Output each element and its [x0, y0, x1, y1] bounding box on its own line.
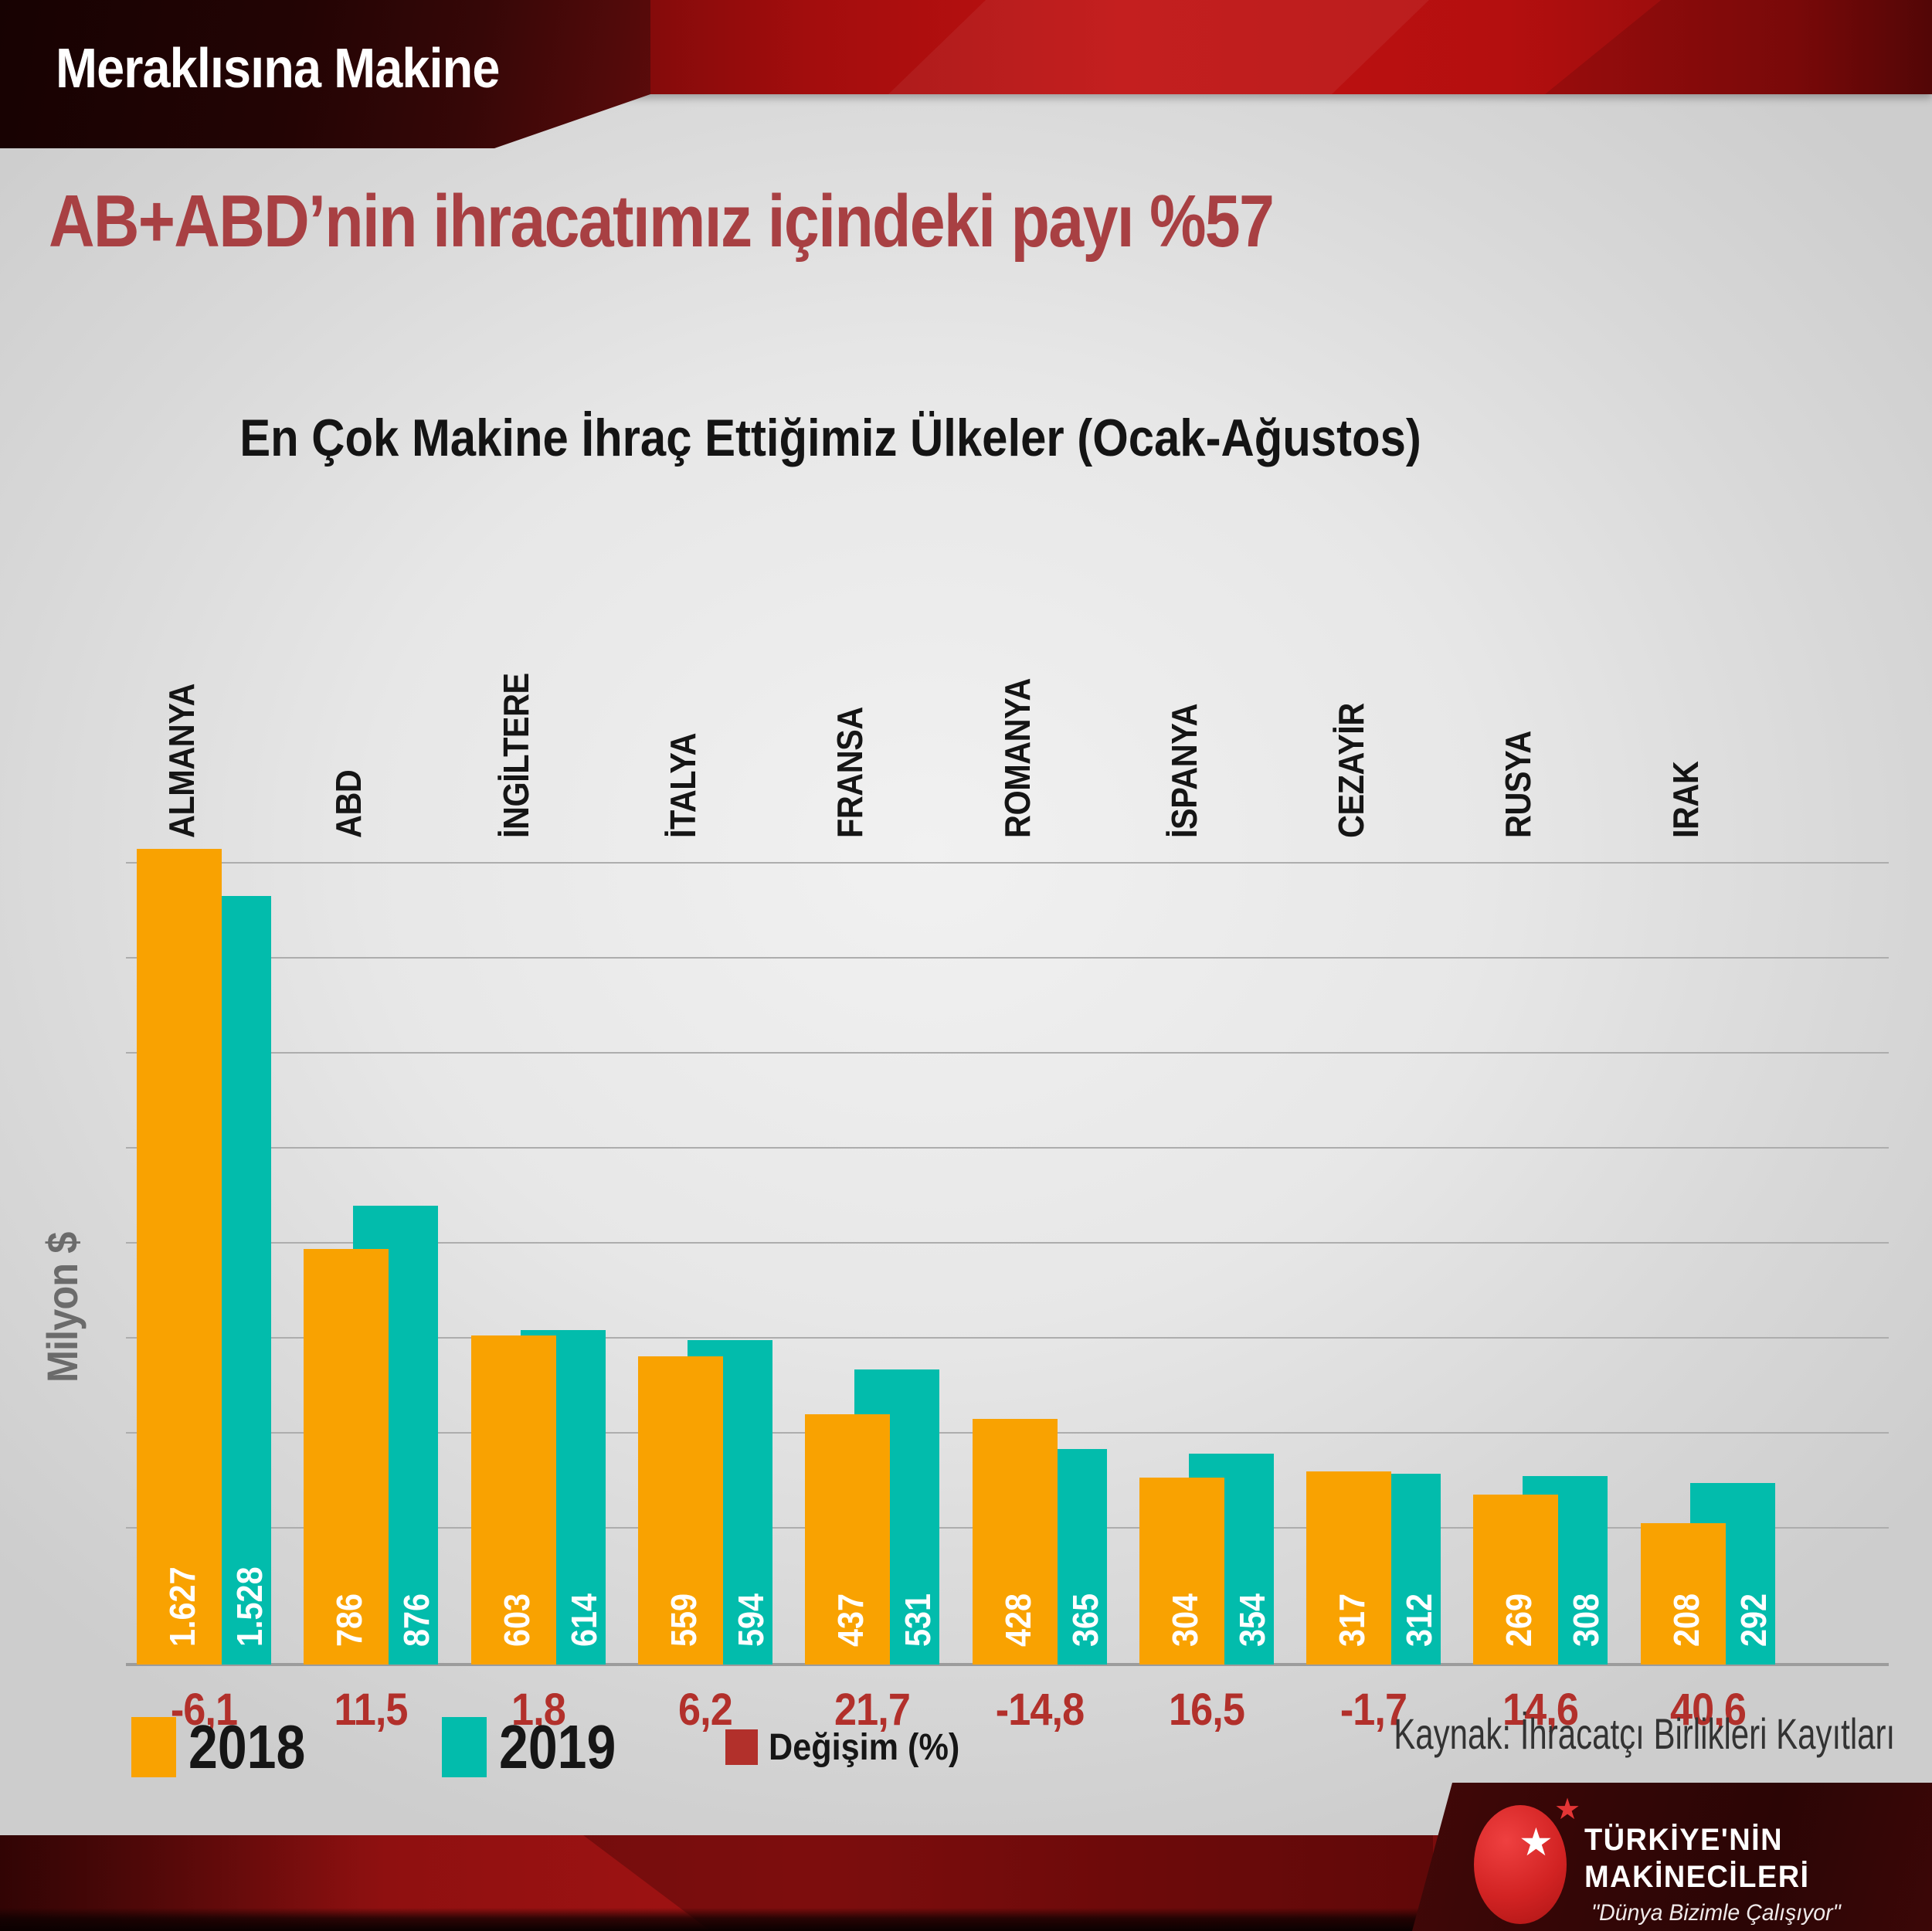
bar-2018-CEZAYİR: [1306, 1471, 1392, 1665]
value-2019-ALMANYA: 1.528: [229, 1566, 270, 1647]
change-percent-FRANSA: 21,7: [834, 1685, 911, 1735]
bar-2018-FRANSA: [805, 1414, 891, 1665]
category-label-İTALYA: İTALYA: [662, 732, 703, 838]
change-percent-İTALYA: 6,2: [677, 1685, 733, 1735]
bar-2018-ALMANYA: [137, 849, 222, 1665]
value-2018-ABD: 786: [329, 1593, 370, 1647]
logo-brand-line2: MAKİNECİLERİ: [1584, 1860, 1810, 1894]
chart-legend: 2018 2019 Değişim (%): [131, 1712, 981, 1781]
gridline-1400: [126, 957, 1889, 959]
change-percent-RUSYA: 14,6: [1502, 1685, 1579, 1735]
bar-2018-IRAK: [1640, 1523, 1726, 1665]
legend-label-change: Değişim (%): [768, 1726, 960, 1768]
change-percent-ROMANYA: -14,8: [995, 1685, 1084, 1735]
legend-label-2019: 2019: [498, 1712, 616, 1781]
gridline-600: [126, 1337, 1889, 1339]
banner-left-block: Meraklısına Makine: [0, 0, 650, 148]
change-percent-ALMANYA: -6,1: [170, 1685, 238, 1735]
banner-facet-shadow: [1545, 0, 1932, 94]
gridline-800: [126, 1242, 1889, 1244]
logo-brand-line1: TÜRKİYE'NİN: [1584, 1823, 1783, 1857]
brand-logo-panel: ★ ★ TÜRKİYE'NİN MAKİNECİLERİ "Dünya Bizi…: [1412, 1783, 1932, 1931]
y-axis-label: Milyon $: [38, 1232, 87, 1383]
x-axis-baseline: [126, 1663, 1889, 1666]
value-2019-İTALYA: 594: [730, 1593, 771, 1647]
category-label-İNGİLTERE: İNGİLTERE: [495, 673, 536, 838]
gridline-1200: [126, 1052, 1889, 1054]
page-title: AB+ABD’nin ihracatımız içindeki payı %57: [49, 180, 1275, 263]
bar-2018-RUSYA: [1473, 1495, 1559, 1665]
value-2018-İSPANYA: 304: [1164, 1593, 1205, 1647]
category-label-ROMANYA: ROMANYA: [997, 678, 1037, 838]
value-2018-İNGİLTERE: 603: [496, 1593, 537, 1647]
logo-tagline: "Dünya Bizimle Çalışıyor": [1591, 1900, 1841, 1926]
source-note: Kaynak: İhracatçı Birlikleri Kayıtları: [1394, 1709, 1895, 1758]
value-2019-ABD: 876: [396, 1593, 437, 1647]
bar-2018-ROMANYA: [972, 1419, 1058, 1665]
bar-2018-İNGİLTERE: [470, 1335, 556, 1665]
value-2019-FRANSA: 531: [898, 1593, 939, 1647]
value-2019-ROMANYA: 365: [1064, 1593, 1105, 1647]
value-2018-RUSYA: 269: [1499, 1593, 1540, 1647]
legend-swatch-2018: [131, 1717, 176, 1777]
value-2019-İSPANYA: 354: [1231, 1593, 1272, 1647]
value-2018-FRANSA: 437: [830, 1593, 871, 1647]
legend-swatch-2019: [441, 1717, 487, 1777]
chart-title: En Çok Makine İhraç Ettiğimiz Ülkeler (O…: [239, 409, 1421, 467]
legend-label-2018: 2018: [188, 1712, 306, 1781]
logo-star-red-icon: ★: [1554, 1794, 1581, 1826]
category-label-ABD: ABD: [328, 769, 369, 838]
bar-2018-İTALYA: [637, 1356, 723, 1665]
gridline-1000: [126, 1147, 1889, 1149]
value-2018-ALMANYA: 1.627: [162, 1566, 202, 1647]
change-percent-İSPANYA: 16,5: [1168, 1685, 1245, 1735]
bar-2018-İSPANYA: [1139, 1478, 1224, 1665]
category-label-RUSYA: RUSYA: [1498, 731, 1539, 838]
category-label-İSPANYA: İSPANYA: [1163, 703, 1204, 838]
category-label-FRANSA: FRANSA: [830, 707, 871, 838]
value-2018-İTALYA: 559: [663, 1593, 704, 1647]
legend-swatch-change: [725, 1729, 758, 1765]
value-2018-IRAK: 208: [1665, 1593, 1706, 1647]
change-percent-İNGİLTERE: 1,8: [511, 1685, 566, 1735]
change-percent-ABD: 11,5: [334, 1685, 409, 1735]
bar-2018-ABD: [304, 1249, 389, 1665]
value-2018-CEZAYİR: 317: [1332, 1593, 1373, 1647]
category-label-ALMANYA: ALMANYA: [161, 683, 202, 838]
value-2019-İNGİLTERE: 614: [563, 1593, 604, 1647]
category-label-CEZAYİR: CEZAYİR: [1331, 703, 1372, 838]
value-2019-CEZAYİR: 312: [1399, 1593, 1440, 1647]
change-percent-CEZAYİR: -1,7: [1339, 1685, 1407, 1735]
change-percent-IRAK: 40,6: [1669, 1685, 1747, 1735]
logo-circle: [1474, 1805, 1567, 1924]
value-2019-RUSYA: 308: [1566, 1593, 1607, 1647]
gridline-1600: [126, 862, 1889, 864]
value-2019-IRAK: 292: [1733, 1593, 1774, 1647]
app-title: Meraklısına Makine: [56, 38, 500, 100]
banner-facet-highlight: [888, 0, 1429, 94]
logo-star-white-icon: ★: [1519, 1821, 1553, 1864]
value-2018-ROMANYA: 428: [997, 1593, 1038, 1647]
category-label-IRAK: IRAK: [1665, 761, 1706, 838]
